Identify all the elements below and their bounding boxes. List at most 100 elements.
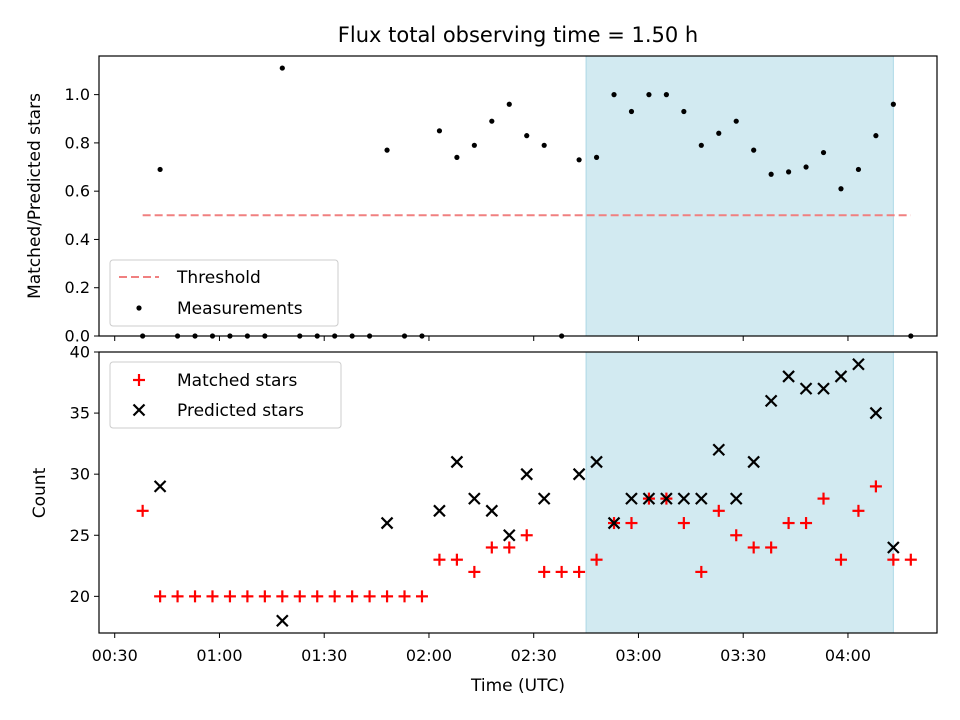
measurement-point [489, 118, 495, 124]
measurement-point [471, 142, 477, 148]
count-panel: 20 25 30 35 40 00:30 01:00 01:30 02:00 02:30 03:00… [70, 343, 938, 665]
measurement-point [663, 92, 669, 98]
matched-star-point [765, 541, 778, 554]
time-x-tick-label: 01:00 [196, 646, 242, 665]
measurement-point [157, 166, 163, 173]
predicted-star-point [660, 492, 673, 505]
ratio-legend [109, 259, 339, 327]
ratio-y-tick-label: 0.8 [65, 133, 90, 152]
legend-matched-label: Matched stars [177, 371, 297, 391]
time-x-tick-label: 02:30 [511, 646, 557, 665]
matched-star-point [800, 517, 813, 530]
matched-star-point [241, 590, 254, 603]
matched-star-point [520, 529, 533, 542]
matched-star-point [834, 553, 847, 566]
matched-star-point [258, 590, 271, 603]
measurement-point [646, 92, 652, 98]
measurement-point [698, 142, 704, 148]
count-y-tick-label: 40 [70, 343, 90, 362]
matched-star-point [311, 590, 324, 603]
matched-star-point [433, 553, 446, 566]
measurement-point [873, 133, 879, 139]
matched-star-point [747, 541, 760, 554]
chart-title: Flux total observing time = 1.50 h [338, 23, 698, 47]
predicted-star-point [625, 492, 638, 505]
matched-star-point [817, 492, 830, 505]
ratio-panel: 0.0 0.2 0.4 0.6 0.8 1.0 Threshold Measurements [65, 55, 938, 346]
legend-predicted-swatch [132, 403, 146, 417]
measurement-point [838, 186, 844, 192]
matched-star-point [869, 480, 882, 493]
predicted-star-point [468, 492, 481, 505]
matched-star-point [189, 590, 202, 603]
matched-star-point [450, 553, 463, 566]
predicted-star-point [590, 455, 603, 469]
time-x-tick-label: 00:30 [92, 646, 138, 665]
legend-predicted-label: Predicted stars [177, 401, 304, 421]
ratio-y-axis-label: Matched/Predicted stars [25, 93, 45, 299]
time-x-tick-label: 02:00 [406, 646, 452, 665]
predicted-star-point [747, 455, 760, 469]
measurement-point [506, 101, 512, 107]
matched-star-point [276, 590, 289, 603]
matched-star-point [468, 565, 481, 578]
predicted-star-point [869, 406, 883, 420]
matched-star-point [573, 565, 586, 578]
measurement-point [576, 157, 582, 163]
matched-star-point [695, 565, 708, 578]
matched-star-point [293, 590, 306, 603]
measurement-point [628, 108, 635, 115]
observing-window-shade [585, 55, 894, 337]
matched-star-point [625, 517, 638, 530]
predicted-star-point [817, 382, 830, 395]
matched-star-point [154, 590, 167, 603]
predicted-star-point [520, 467, 534, 481]
predicted-star-point [450, 455, 464, 469]
measurement-point [855, 166, 862, 173]
ratio-y-tick-label: 0.6 [65, 182, 90, 201]
predicted-star-point [153, 480, 167, 493]
time-x-tick-label: 04:00 [825, 646, 871, 665]
matched-star-point [346, 590, 359, 603]
matched-star-point [381, 590, 394, 603]
matched-star-point [712, 504, 725, 517]
ratio-axes-frame [98, 55, 938, 337]
predicted-star-point [642, 492, 656, 505]
count-legend [109, 361, 342, 429]
ratio-y-tick-label: 0.2 [65, 278, 90, 297]
ratio-y-tick-label: 0.4 [65, 230, 90, 249]
observing-window-shade [585, 351, 894, 634]
matched-star-point [904, 553, 917, 566]
predicted-star-point [887, 541, 900, 554]
predicted-star-point [712, 443, 726, 457]
matched-star-point [852, 504, 865, 517]
predicted-star-point [782, 370, 795, 383]
matched-star-point [590, 553, 603, 566]
measurement-point [890, 101, 896, 107]
predicted-star-point [834, 370, 848, 383]
predicted-star-point [729, 492, 743, 505]
measurement-point [593, 154, 600, 160]
measurement-point [820, 149, 827, 156]
ratio-y-tick-label: 1.0 [65, 85, 90, 104]
matched-star-point [171, 590, 184, 603]
predicted-star-point [572, 467, 586, 481]
matched-star-point [555, 565, 568, 578]
matched-star-point [887, 553, 900, 566]
predicted-star-point [380, 516, 394, 530]
predicted-star-point [764, 394, 778, 408]
legend-measurements-label: Measurements [177, 299, 303, 319]
predicted-star-point [607, 516, 621, 530]
measurement-point [454, 154, 460, 160]
count-y-axis-label: Count [30, 467, 50, 518]
matched-star-point [398, 590, 411, 603]
predicted-star-point [433, 504, 446, 518]
matched-star-point [485, 541, 498, 554]
predicted-star-point [276, 614, 289, 628]
matched-star-point [677, 517, 690, 530]
measurement-point [768, 171, 774, 177]
ratio-y-tick-label: 0.0 [65, 327, 90, 346]
time-x-tick-label: 01:30 [301, 646, 347, 665]
measurement-point [611, 92, 617, 98]
